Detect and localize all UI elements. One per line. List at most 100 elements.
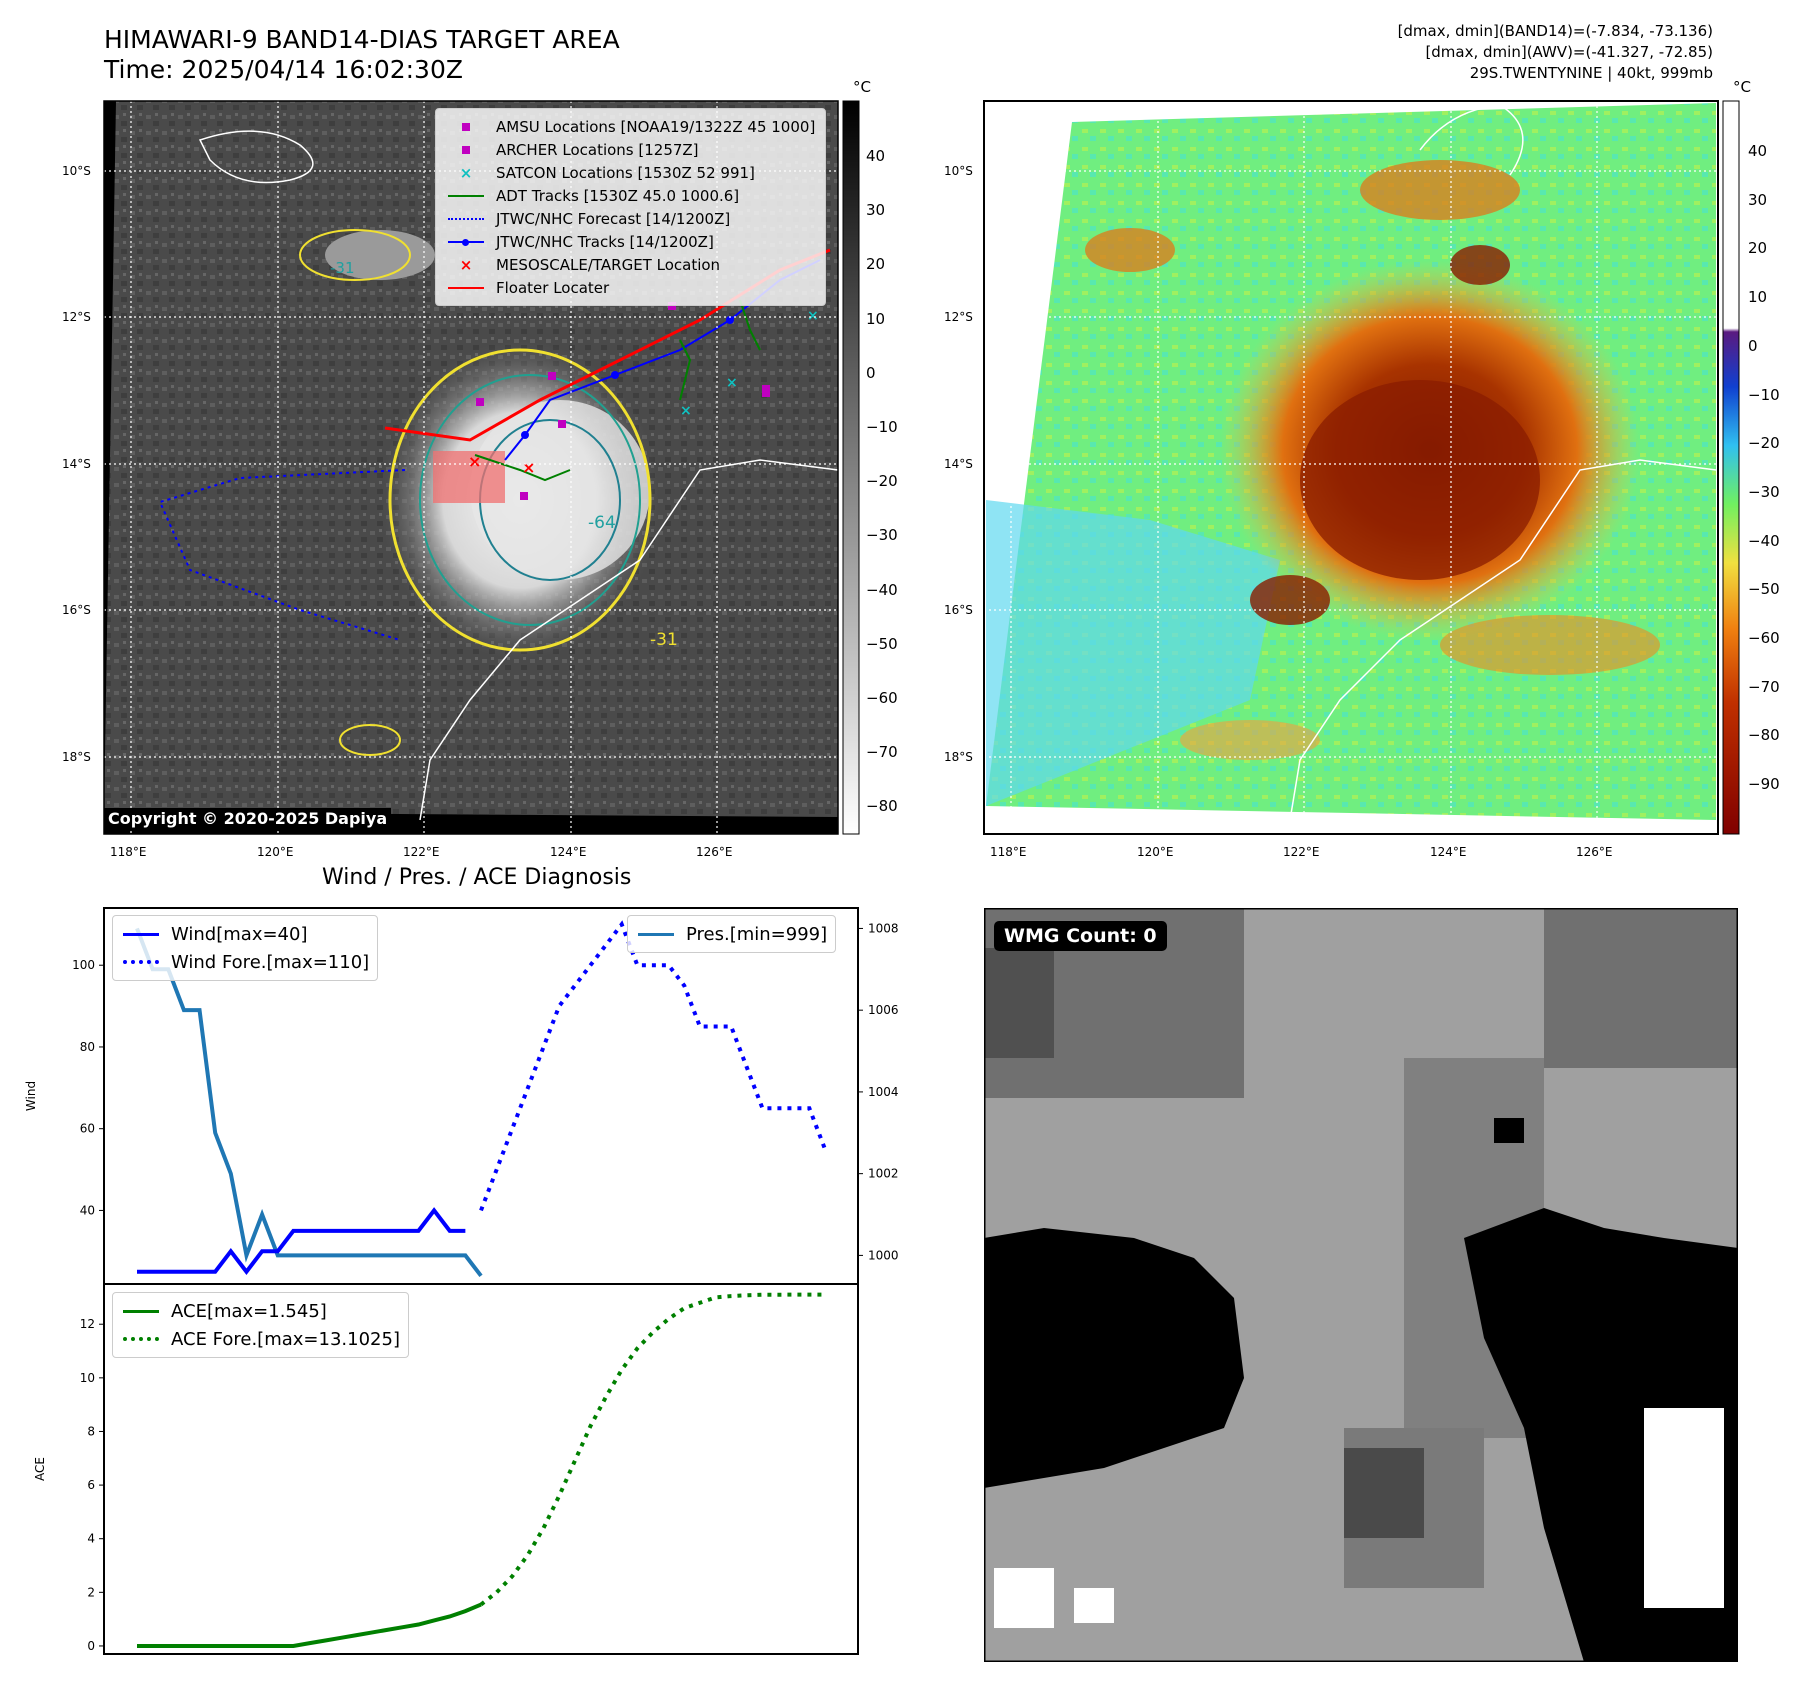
ace-tick-label: 6 [87, 1478, 95, 1492]
legend-label: AMSU Locations [NOAA19/1322Z 45 1000] [496, 117, 816, 136]
colorbar_right-tick-label: 0 [1748, 336, 1758, 355]
legend-label: Pres.[min=999] [686, 923, 828, 945]
colorbar_right-tick-label: −10 [1748, 385, 1780, 404]
cloud-band-color [1440, 615, 1660, 675]
contour-teal [419, 374, 641, 626]
lat-label-right: 10°S [944, 164, 973, 178]
ace-axis-label: ACE [33, 1457, 47, 1481]
colorbar_left-tick-label: 40 [866, 147, 886, 165]
jtwc-point [611, 371, 619, 379]
ace-tick-label: 2 [87, 1585, 95, 1599]
colorbar_left-tick-label: −30 [866, 526, 898, 545]
legend-item-amsu: AMSU Locations [NOAA19/1322Z 45 1000] [446, 115, 815, 138]
ace-line [137, 1602, 482, 1648]
wind-tick-label: 40 [80, 1203, 95, 1217]
ace-tick-label: 0 [87, 1639, 95, 1653]
awv-map-panel [983, 100, 1719, 835]
line-icon [121, 1305, 161, 1317]
ir-map-frame [103, 100, 839, 835]
coastline-australia-right [1289, 459, 1717, 821]
colorbar-right-unit: °C [1733, 78, 1751, 96]
figure-time: Time: 2025/04/14 16:02:30Z [104, 55, 463, 84]
lon-label: 118°E [110, 845, 147, 859]
storm-band [1250, 575, 1330, 625]
legend-label: Wind[max=40] [171, 923, 308, 945]
lon-label-right: 126°E [1576, 845, 1613, 859]
contour-label: -31 [330, 259, 355, 277]
colorbar_left-tick-label: −20 [866, 472, 898, 491]
wmg-black-region [984, 1228, 1244, 1488]
chart-title: Wind / Pres. / ACE Diagnosis [322, 865, 632, 890]
colorbar_right-tick-label: −40 [1748, 531, 1780, 550]
legend-label: Wind Fore.[max=110] [171, 951, 370, 973]
archer-marker [668, 302, 676, 310]
legend-item-archer: ARCHER Locations [1257Z] [446, 138, 815, 161]
wind-tick-label: 80 [80, 1040, 95, 1054]
ace-tick-label: 8 [87, 1424, 95, 1438]
lon-label-right: 124°E [1430, 845, 1467, 859]
coastline-australia [419, 459, 839, 821]
coastline-timor-right [1419, 104, 1524, 176]
x-icon: × [459, 255, 473, 274]
satcon-marker: × [726, 375, 738, 391]
legend-label: ADT Tracks [1530Z 45.0 1000.6] [496, 186, 740, 205]
legend-label: ACE[max=1.545] [171, 1300, 327, 1322]
storm-core [470, 400, 650, 580]
satcon-marker: × [807, 308, 819, 324]
wmg-white-cell [994, 1568, 1054, 1628]
colorbar_left-tick-label: 0 [866, 363, 876, 382]
pressure-tick-label: 1000 [868, 1248, 899, 1262]
colorbar_right-tick-label: −90 [1748, 775, 1780, 794]
lat-label: 14°S [62, 457, 91, 471]
colorbar_right-tick-label: −50 [1748, 580, 1780, 599]
wmg-region [984, 948, 1054, 1058]
line-icon [446, 190, 486, 202]
lat-label-right: 12°S [944, 310, 973, 324]
ace-tick-label: 12 [80, 1317, 95, 1331]
wind-axis-label: Wind [24, 1081, 38, 1111]
legend-label: ACE Fore.[max=13.1025] [171, 1328, 400, 1350]
awv-gridlines [984, 101, 1718, 834]
dmax-awv: [dmax, dmin](AWV)=(-41.327, -72.85) [1425, 43, 1713, 61]
cloud-cluster-color [1085, 228, 1175, 272]
adt-track [474, 454, 571, 482]
pressure-tick-label: 1002 [868, 1167, 899, 1181]
legend-label: JTWC/NHC Forecast [14/1200Z] [496, 209, 731, 228]
archer-marker [762, 385, 770, 397]
lat-label-right: 16°S [944, 603, 973, 617]
wmg-black-cell [1494, 1118, 1524, 1143]
dotted-line-icon [121, 956, 161, 968]
legend-label: SATCON Locations [1530Z 52 991] [496, 163, 755, 182]
legend-label: ARCHER Locations [1257Z] [496, 140, 699, 159]
lat-label-right: 18°S [944, 750, 973, 764]
archer-marker [558, 420, 566, 428]
legend-item-forecast: JTWC/NHC Forecast [14/1200Z] [446, 207, 815, 230]
awv-map-frame [983, 100, 1719, 835]
colorbar_left-tick-label: −40 [866, 580, 898, 599]
legend-label: Floater Locater [496, 278, 610, 297]
legend-item-pressure: Pres.[min=999] [636, 920, 827, 948]
colorbar_left-tick-label: 30 [866, 201, 886, 220]
cold-region [986, 500, 1280, 806]
x-icon: × [459, 163, 473, 182]
contour-yellow [388, 348, 652, 652]
jtwc-point [521, 431, 529, 439]
archer-marker [520, 492, 528, 500]
legend-label: MESOSCALE/TARGET Location [496, 255, 721, 274]
pressure-tick-label: 1006 [868, 1003, 899, 1017]
contour-cluster [299, 229, 411, 281]
dotted-line-icon [121, 1333, 161, 1345]
wind-tick-label: 60 [80, 1122, 95, 1136]
contour-label: -31 [650, 630, 678, 650]
lat-label: 10°S [62, 164, 91, 178]
wmg-white-cell [1074, 1588, 1114, 1623]
figure-title: HIMAWARI-9 BAND14-DIAS TARGET AREA [104, 25, 620, 54]
left-map-svg: × × × × × -64 -31 -31 [103, 100, 1740, 835]
adt-track [739, 299, 761, 351]
lon-label: 124°E [550, 845, 587, 859]
wind-line [137, 1207, 466, 1276]
dmax-band14: [dmax, dmin](BAND14)=(-7.834, -73.136) [1397, 22, 1713, 40]
cloud-cluster [325, 230, 435, 280]
ace-panel-frame [103, 1283, 859, 1655]
pressure-line [135, 927, 483, 1278]
